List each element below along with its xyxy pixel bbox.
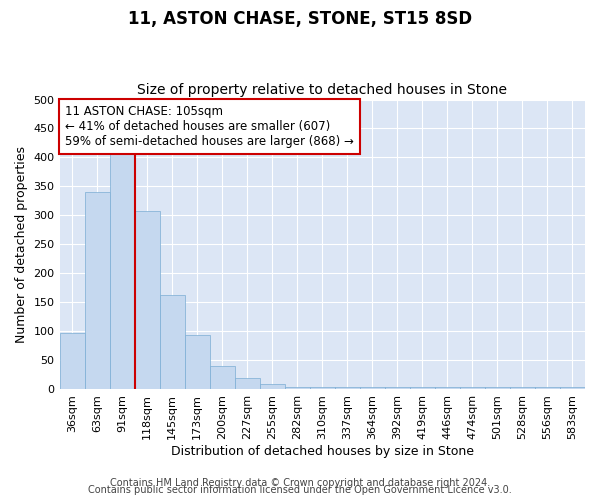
Bar: [185, 335, 209, 389]
Bar: [235, 378, 260, 389]
Bar: [134, 210, 160, 389]
Bar: [260, 384, 285, 389]
Title: Size of property relative to detached houses in Stone: Size of property relative to detached ho…: [137, 83, 507, 97]
Text: 11, ASTON CHASE, STONE, ST15 8SD: 11, ASTON CHASE, STONE, ST15 8SD: [128, 10, 472, 28]
Bar: [535, 387, 560, 389]
Y-axis label: Number of detached properties: Number of detached properties: [15, 146, 28, 343]
Bar: [310, 386, 335, 389]
X-axis label: Distribution of detached houses by size in Stone: Distribution of detached houses by size …: [171, 444, 474, 458]
Bar: [160, 294, 185, 389]
Bar: [335, 387, 360, 389]
Bar: [385, 387, 410, 389]
Bar: [460, 387, 485, 389]
Text: Contains public sector information licensed under the Open Government Licence v3: Contains public sector information licen…: [88, 485, 512, 495]
Bar: [209, 366, 235, 389]
Bar: [485, 387, 510, 389]
Bar: [410, 387, 435, 389]
Bar: [435, 387, 460, 389]
Bar: [85, 192, 110, 389]
Bar: [285, 386, 310, 389]
Bar: [560, 387, 585, 389]
Bar: [59, 333, 85, 389]
Bar: [360, 387, 385, 389]
Text: Contains HM Land Registry data © Crown copyright and database right 2024.: Contains HM Land Registry data © Crown c…: [110, 478, 490, 488]
Text: 11 ASTON CHASE: 105sqm
← 41% of detached houses are smaller (607)
59% of semi-de: 11 ASTON CHASE: 105sqm ← 41% of detached…: [65, 106, 353, 148]
Bar: [510, 387, 535, 389]
Bar: [110, 150, 134, 389]
